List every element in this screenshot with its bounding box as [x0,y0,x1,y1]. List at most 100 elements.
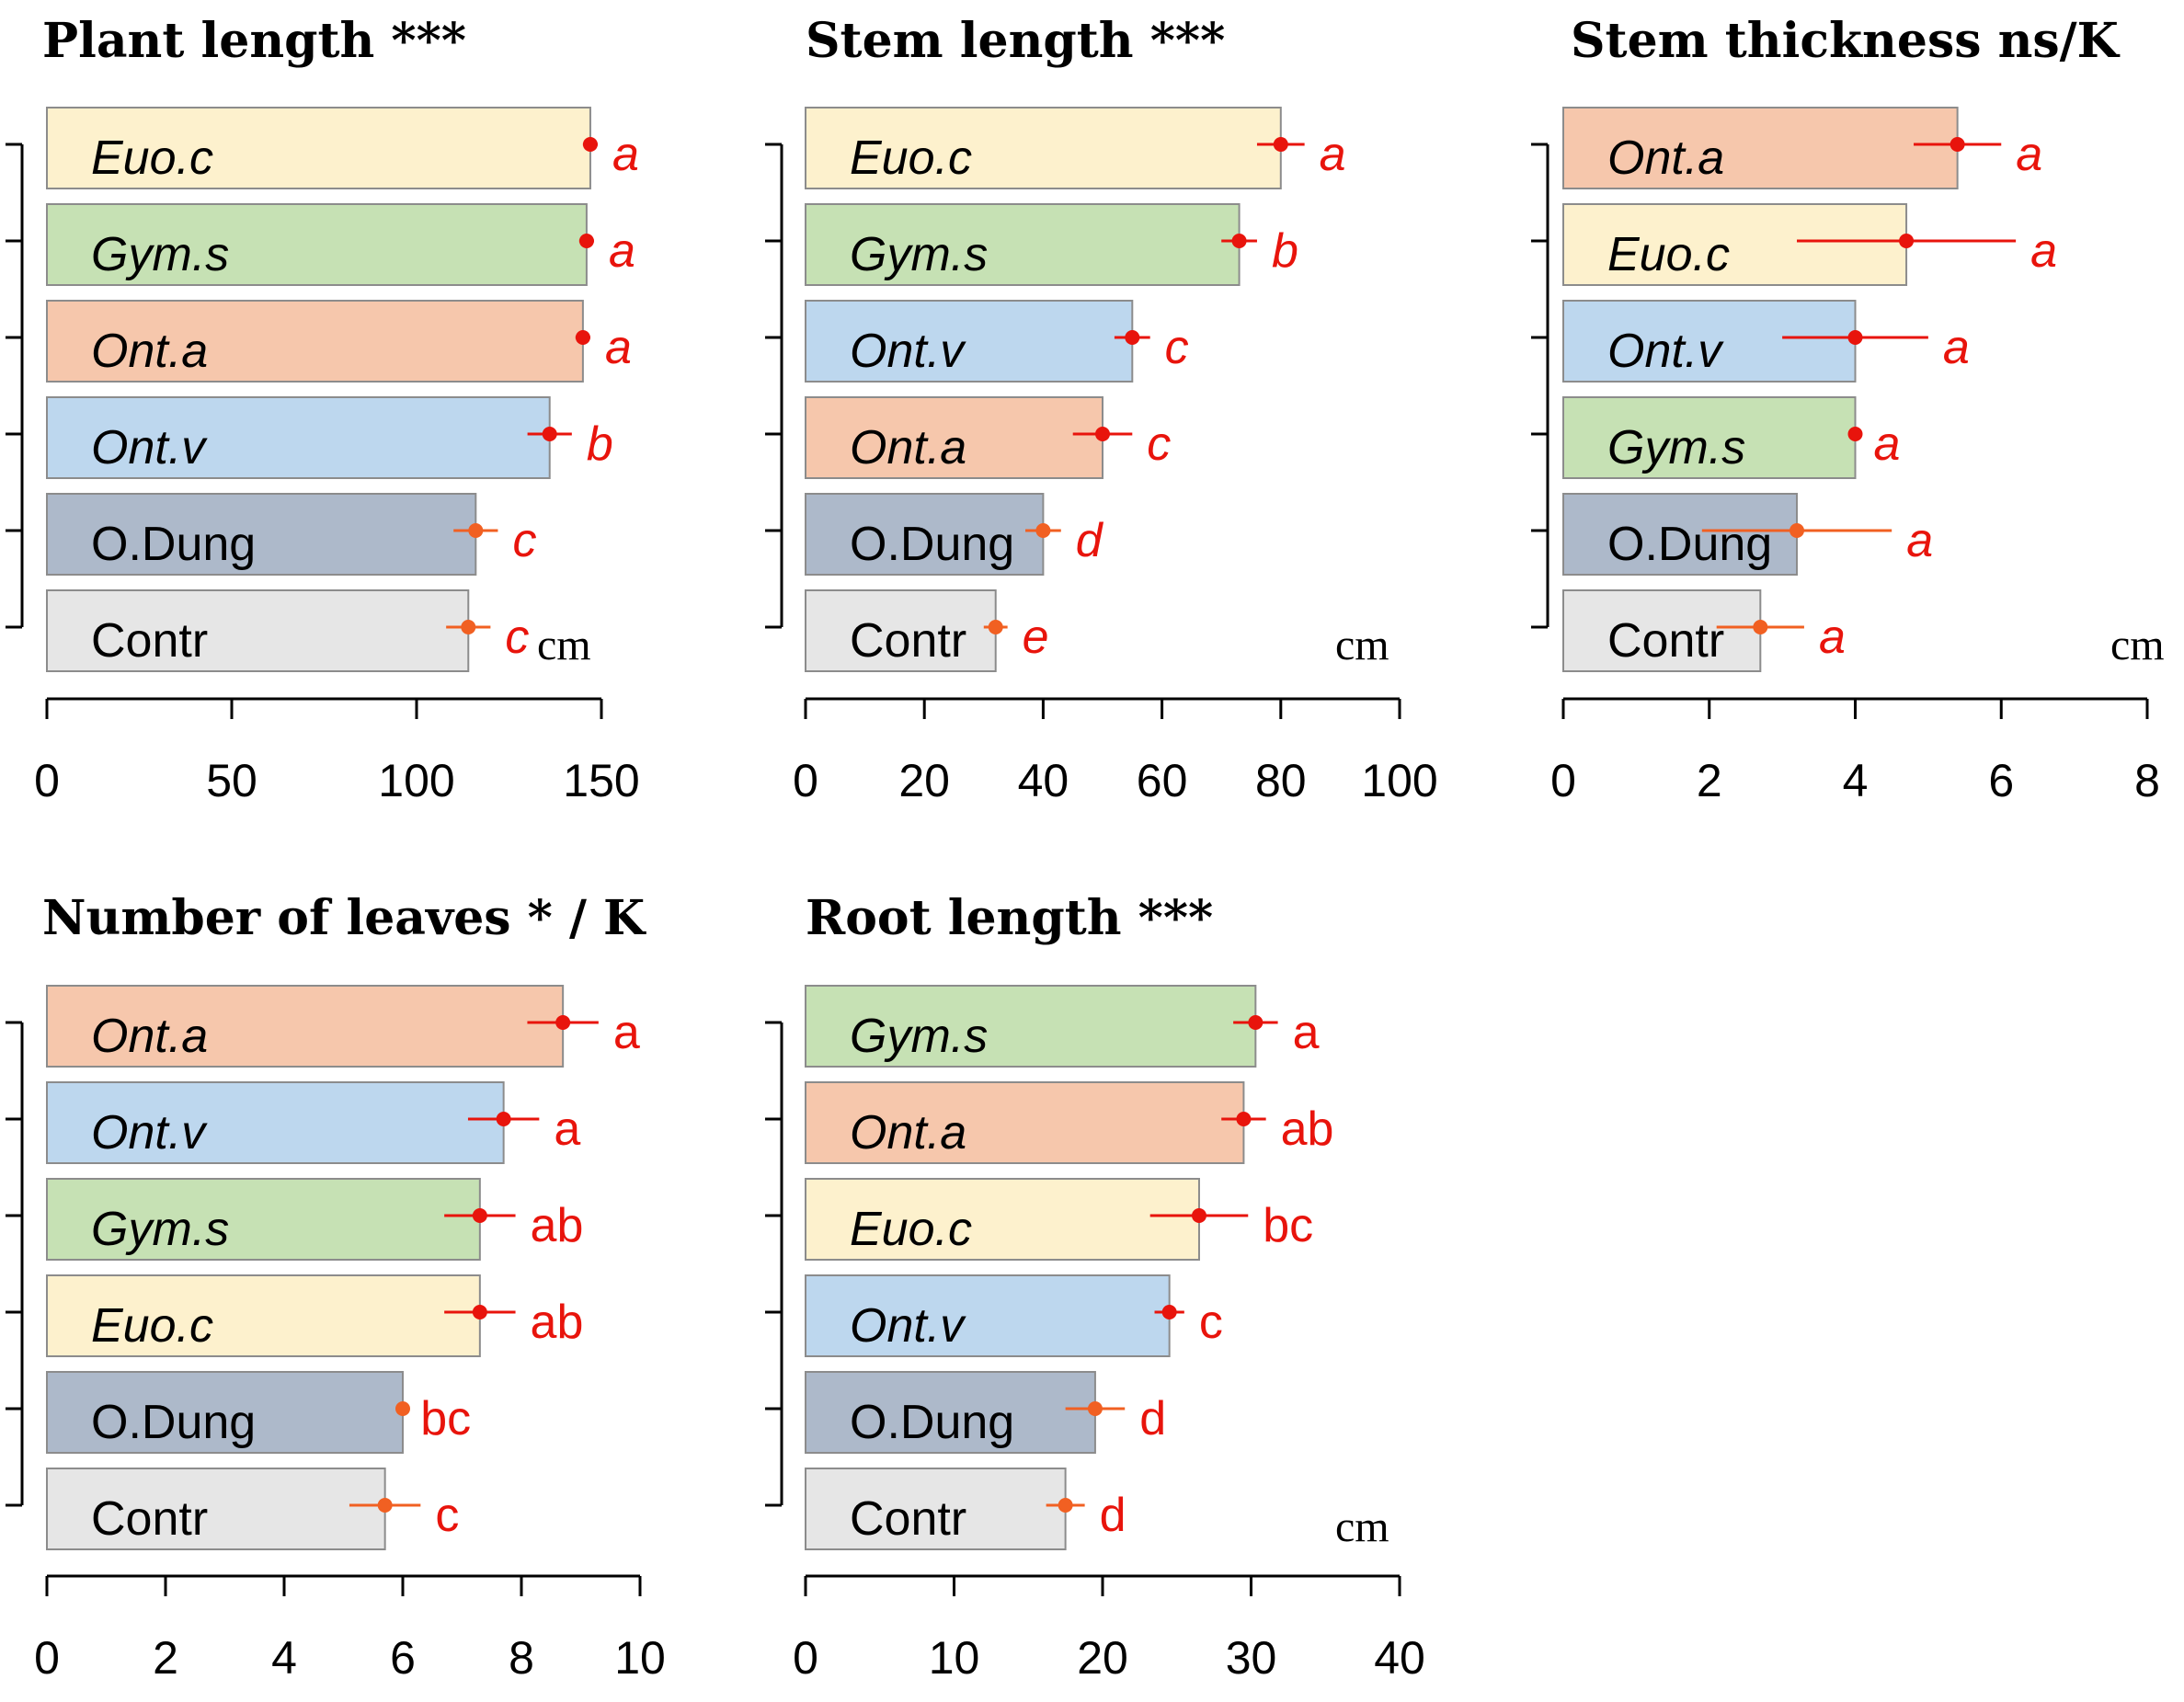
mean-point [377,1498,393,1513]
significance-letter: b [587,417,613,471]
panel-title: Plant length *** [42,13,466,69]
significance-letter: c [1147,417,1171,471]
significance-letter: d [1139,1392,1166,1445]
mean-point [1950,137,1965,152]
significance-letter: d [1100,1489,1126,1542]
mean-point [1231,234,1247,248]
mean-point [395,1401,410,1416]
mean-point [1899,234,1915,248]
x-tick-label: 30 [1226,1632,1277,1684]
bar-label: O.Dung [850,518,1014,571]
x-tick-label: 60 [1137,755,1188,806]
x-tick-label: 100 [378,755,454,806]
x-tick-label: 2 [1697,755,1722,806]
significance-letter: a [613,1006,640,1059]
mean-point [468,523,484,538]
x-tick-label: 20 [898,755,950,806]
x-tick-label: 20 [1077,1632,1128,1684]
bar-o-dung [46,493,477,576]
x-tick-label: 2 [153,1632,178,1684]
bar-label: Contr [91,614,208,668]
bar-gym-s [1562,396,1857,479]
bar-label: Contr [850,614,966,668]
x-tick-label: 0 [793,1632,818,1684]
bar-label: O.Dung [850,1396,1014,1449]
mean-point [496,1112,511,1126]
bar-label: Ont.a [91,1010,208,1063]
significance-letter: c [1199,1296,1223,1349]
bar-label: Contr [1607,614,1724,668]
bar-gym-s [46,203,588,286]
significance-letter: a [1819,611,1846,664]
bar-euo-c [1562,203,1908,286]
x-tick-label: 0 [1550,755,1576,806]
mean-point [472,1208,487,1223]
mean-point [1273,137,1288,152]
bar-o-dung [46,1371,404,1454]
significance-letter: a [1873,417,1900,471]
significance-letter: a [1943,321,1970,374]
mean-point [578,234,594,248]
unit-label: cm [537,621,591,669]
significance-letter: a [612,128,639,181]
panel-stem-length: Stem length *** Euo.c a Gym.s b Ont.v c Ont.a c O… [765,13,1438,806]
panel-root-length: Root length *** Gym.s a Ont.a ab Euo.c bc Ont.v… [765,890,1425,1684]
x-tick-label: 8 [509,1632,534,1684]
significance-letter: a [1293,1006,1320,1059]
bar-label: Ont.v [850,325,966,378]
x-tick-label: 10 [929,1632,980,1684]
bar-label: O.Dung [91,1396,256,1449]
significance-letter: d [1076,514,1104,567]
bar-contr [805,1468,1067,1550]
bar-label: Gym.s [91,228,229,281]
x-tick-label: 40 [1018,755,1069,806]
panel-title: Stem length *** [806,13,1225,69]
mean-point [1161,1305,1177,1319]
bar-ont-a [805,1081,1245,1164]
mean-point [1847,330,1863,345]
bar-label: Ont.a [1607,131,1724,185]
mean-point [1095,427,1110,441]
significance-letter: ab [1281,1102,1334,1156]
bar-label: Euo.c [1607,228,1730,281]
bar-euo-c [805,1178,1200,1261]
panel-title: Stem thickness ns/K [1571,13,2121,69]
mean-point [1847,427,1863,441]
mean-point [1753,620,1768,634]
x-tick-label: 100 [1361,755,1437,806]
bar-label: Euo.c [91,131,213,185]
bar-label: O.Dung [1607,518,1772,571]
bar-ont-v [805,1274,1171,1357]
bar-label: Ont.a [91,325,208,378]
mean-point [1790,523,1804,538]
bar-label: Euo.c [850,1203,972,1256]
bar-gym-s [805,203,1241,286]
bar-label: Gym.s [91,1203,229,1256]
significance-letter: bc [420,1392,471,1445]
mean-point [1191,1208,1206,1223]
x-tick-label: 4 [1843,755,1869,806]
significance-letter: a [554,1102,580,1156]
significance-letter: a [609,224,635,278]
mean-point [472,1305,487,1319]
significance-letter: a [1320,128,1346,181]
significance-letter: a [2016,128,2042,181]
bar-ont-v [805,300,1134,383]
bar-label: Ont.v [91,421,208,474]
x-tick-label: 40 [1374,1632,1425,1684]
x-tick-label: 6 [390,1632,416,1684]
bar-label: Ont.a [850,421,966,474]
bar-label: Contr [91,1492,208,1546]
bar-gym-s [46,1178,481,1261]
mean-point [1058,1498,1073,1513]
significance-letter: a [605,321,632,374]
bar-o-dung [805,493,1045,576]
mean-point [1236,1112,1252,1126]
significance-letter: c [1165,321,1189,374]
significance-letter: a [1906,514,1933,567]
bar-contr [46,589,470,672]
bar-label: Euo.c [850,131,972,185]
panel-title: Number of leaves * / K [42,890,646,946]
bar-label: Gym.s [850,1010,988,1063]
